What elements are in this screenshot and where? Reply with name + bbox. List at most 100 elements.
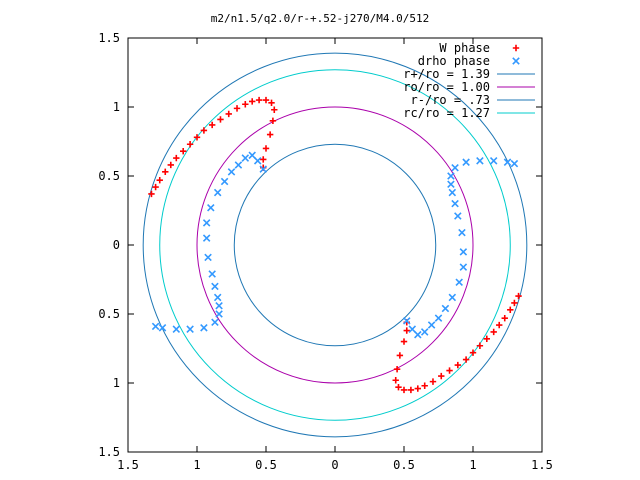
drho-phase-point bbox=[414, 330, 422, 339]
x-tick-label: 0 bbox=[331, 458, 338, 472]
drho-phase-point bbox=[215, 310, 223, 318]
legend-label: W phase bbox=[439, 41, 490, 55]
y-tick-label: 1.5 bbox=[98, 445, 120, 459]
drho-phase-point bbox=[211, 318, 219, 327]
drho-phase-point bbox=[259, 165, 268, 173]
w-phase-point bbox=[268, 99, 275, 107]
x-tick-label: 1.5 bbox=[531, 458, 553, 472]
x-tick-label: 0.5 bbox=[255, 458, 277, 472]
drho-phase-point bbox=[420, 328, 429, 336]
w-phase-point bbox=[407, 386, 415, 394]
w-phase-point bbox=[469, 349, 477, 356]
w-phase-point bbox=[200, 127, 208, 134]
drho-phase-point bbox=[220, 177, 229, 186]
radius-circles bbox=[142, 52, 528, 438]
drho-phase-point bbox=[462, 158, 470, 166]
w-phase-point bbox=[266, 131, 274, 138]
y-tick-label: 0 bbox=[113, 238, 120, 252]
drho-phase-point bbox=[427, 321, 436, 329]
legend-marker-sample bbox=[512, 44, 520, 52]
x-tick-label: 1.5 bbox=[117, 458, 139, 472]
drho-phase-point bbox=[241, 154, 250, 162]
drho-phase-point bbox=[208, 270, 216, 278]
w-phase-point bbox=[400, 386, 408, 394]
w-phase-point bbox=[186, 141, 194, 148]
w-phase-point bbox=[438, 372, 445, 380]
w-phase-point bbox=[262, 96, 270, 104]
data-markers bbox=[148, 96, 522, 394]
legend-label: ro/ro = 1.00 bbox=[403, 80, 490, 94]
drho-phase-point bbox=[402, 317, 411, 325]
drho-phase-point bbox=[253, 157, 262, 165]
w-phase-point bbox=[454, 361, 462, 369]
w-phase-point bbox=[507, 306, 514, 314]
drho-phase-point bbox=[454, 212, 462, 220]
w-phase-point bbox=[152, 183, 159, 191]
drho-phase-point bbox=[448, 293, 457, 302]
chart-title: m2/n1.5/q2.0/r-+.52-j270/M4.0/512 bbox=[211, 12, 430, 25]
drho-phase-point bbox=[476, 157, 484, 165]
w-phase-point bbox=[476, 342, 484, 349]
drho-phase-point bbox=[447, 180, 455, 189]
w-phase-point bbox=[403, 327, 410, 334]
y-tick-label: 0.5 bbox=[98, 169, 120, 183]
w-phase-point bbox=[462, 356, 470, 363]
drho-phase-point bbox=[213, 293, 222, 302]
w-phase-point bbox=[162, 168, 169, 176]
drho-phase-point bbox=[489, 157, 498, 165]
drho-phase-point bbox=[202, 234, 211, 242]
drho-phase-point bbox=[172, 325, 181, 333]
drho-phase-point bbox=[441, 304, 450, 313]
drho-phase-point bbox=[408, 325, 417, 333]
w-phase-point bbox=[167, 161, 174, 169]
w-phase-point bbox=[395, 383, 402, 391]
drho-phase-point bbox=[200, 324, 208, 332]
w-phase-point bbox=[255, 96, 263, 104]
drho-phase-point bbox=[213, 188, 222, 197]
w-phase-point bbox=[208, 121, 216, 129]
y-tick-label: 1 bbox=[113, 376, 120, 390]
drho-phase-point bbox=[202, 219, 211, 227]
w-phase-point bbox=[392, 377, 399, 384]
w-phase-point bbox=[515, 292, 522, 300]
axis-ticks: 1.5 1 0.5 0 0.5 1 1.51.510.500.511.5 bbox=[98, 31, 553, 472]
w-phase-point bbox=[233, 105, 241, 112]
drho-phase-point bbox=[455, 278, 463, 287]
legend-label: drho phase bbox=[418, 54, 490, 68]
w-phase-point bbox=[400, 338, 408, 345]
drho-phase-point bbox=[234, 161, 243, 169]
w-phase-point bbox=[217, 116, 224, 123]
w-phase-point bbox=[490, 328, 497, 336]
w-phase-point bbox=[173, 154, 180, 162]
legend-label: r+/ro = 1.39 bbox=[403, 67, 490, 81]
w-phase-point bbox=[156, 176, 163, 184]
w-phase-point bbox=[180, 147, 187, 155]
drho-phase-point bbox=[459, 248, 468, 256]
w-phase-point bbox=[260, 156, 267, 163]
radius-circle-3 bbox=[196, 106, 474, 384]
drho-phase-point bbox=[207, 203, 215, 212]
radius-circle-5 bbox=[159, 69, 511, 421]
w-phase-point bbox=[429, 378, 437, 385]
w-phase-point bbox=[249, 98, 256, 105]
w-phase-point bbox=[446, 367, 453, 374]
w-phase-point bbox=[193, 134, 201, 141]
drho-phase-point bbox=[227, 168, 236, 176]
y-tick-label: 1 bbox=[113, 100, 120, 114]
drho-phase-point bbox=[503, 158, 512, 166]
drho-phase-point bbox=[434, 314, 443, 322]
drho-phase-point bbox=[204, 253, 212, 262]
w-phase-point bbox=[396, 352, 404, 359]
w-phase-point bbox=[496, 321, 503, 329]
y-tick-label: 1.5 bbox=[98, 31, 120, 45]
drho-phase-point bbox=[451, 163, 459, 172]
w-phase-point bbox=[242, 101, 249, 108]
w-phase-point bbox=[393, 366, 401, 373]
x-tick-label: 1 bbox=[469, 458, 476, 472]
radius-circle-4 bbox=[233, 143, 437, 347]
drho-phase-point bbox=[215, 301, 223, 310]
x-tick-label: 1 bbox=[193, 458, 200, 472]
drho-phase-point bbox=[186, 325, 194, 333]
